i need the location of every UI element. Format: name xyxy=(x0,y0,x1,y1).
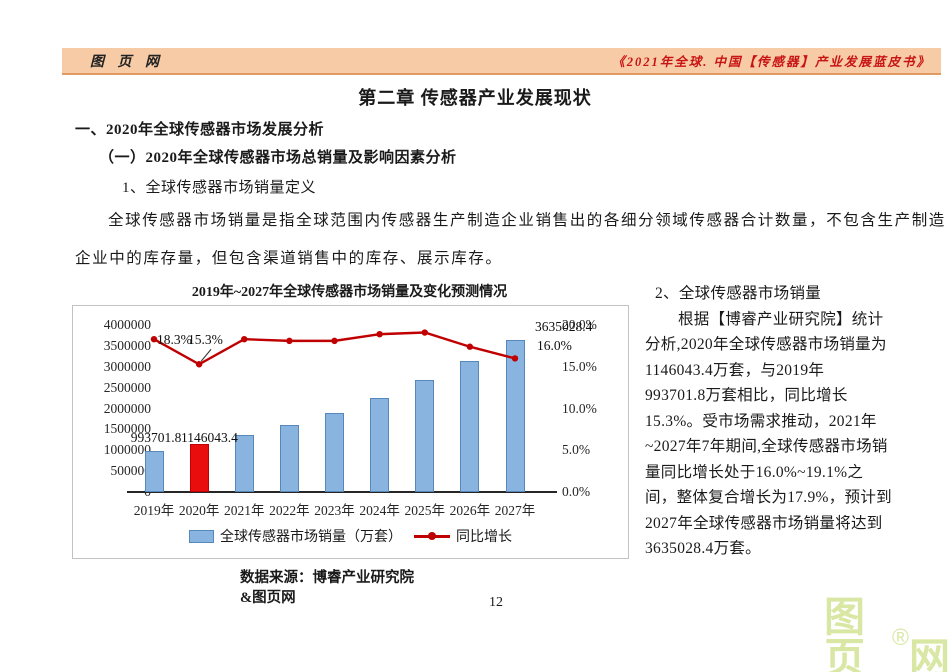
site-logo-text: 图 页 网 xyxy=(90,54,164,70)
y-axis-tick-label: 500000 xyxy=(110,463,152,479)
bar-2021年 xyxy=(234,435,254,492)
legend-bar-swatch-icon xyxy=(189,529,214,543)
y-axis-tick-label: 3000000 xyxy=(103,358,151,374)
x-axis-category-label: 2024年 xyxy=(359,503,400,518)
legend-line-marker-icon xyxy=(414,532,450,540)
chart-title: 2019年~2027年全球传感器市场销量及变化预测情况 xyxy=(191,285,508,300)
x-axis-line xyxy=(127,491,557,493)
bar-2022年 xyxy=(279,425,299,492)
section-heading-1: 一、2020年全球传感器市场发展分析 xyxy=(75,122,325,138)
chart-legend: 全球传感器市场销量（万套） 同比增长 xyxy=(73,526,628,546)
x-axis-category-label: 2025年 xyxy=(404,503,446,518)
legend-label-growth: 同比增长 xyxy=(456,530,512,545)
right-column-line: 993701.8万套相比，同比增长 xyxy=(645,387,848,404)
secondary-axis-tick-label: 0.0% xyxy=(562,484,591,499)
y-axis-tick-label: 3500000 xyxy=(103,337,151,353)
bar-2023年 xyxy=(325,413,344,492)
watermark-logo: 图页 ® 网 xyxy=(824,597,950,672)
data-source-note: 数据来源：博睿产业研究院 &图页网 xyxy=(240,569,414,608)
watermark-text-left: 图页 xyxy=(824,594,865,672)
bar-2019年 xyxy=(144,450,164,492)
x-axis-category-label: 2023年 xyxy=(314,503,355,518)
data-source-line-2: &图页网 xyxy=(240,589,296,606)
right-column-line: 3635028.4万套。 xyxy=(645,540,761,557)
secondary-axis-tick-label: 5.0% xyxy=(562,442,591,458)
x-axis-category-label: 2026年 xyxy=(449,503,491,518)
bar-2027年 xyxy=(505,340,525,492)
right-text-column: 2、全球传感器市场销量 根据【博睿产业研究院】统计 分析,2020年全球传感器市… xyxy=(645,281,945,562)
page-number: 12 xyxy=(489,595,503,610)
legend-item-growth: 同比增长 xyxy=(414,526,512,546)
right-column-line: ~2027年7年期间,全球传感器市场销 xyxy=(645,438,888,455)
section-heading-3: 1、全球传感器市场销量定义 xyxy=(122,180,317,196)
right-column-line: 分析,2020年全球传感器市场销量为 xyxy=(645,336,887,353)
bar-value-label-2027: 3635028.4 xyxy=(535,319,593,334)
right-column-line: 2027年全球传感器市场销量将达到 xyxy=(645,514,883,532)
registered-trademark-icon: ® xyxy=(892,624,909,650)
y-axis-tick-label: 4000000 xyxy=(103,317,151,332)
x-axis-category-label: 2022年 xyxy=(269,503,310,518)
data-source-line-1: 数据来源：博睿产业研究院 xyxy=(240,570,414,586)
body-paragraph-line-2: 企业中的库存量，但包含渠道销售中的库存、展示库存。 xyxy=(75,250,503,267)
right-column-heading: 2、全球传感器市场销量 xyxy=(655,285,822,302)
y-axis-tick-label: 2000000 xyxy=(103,400,151,416)
right-column-line: 间，整体复合增长为17.9%，预计到 xyxy=(645,489,892,506)
growth-label-2027: 16.0% xyxy=(537,338,572,354)
growth-label-2020: 15.3% xyxy=(188,332,223,348)
watermark-text-right: 网 xyxy=(909,635,950,672)
right-column-line: 量同比增长处于16.0%~19.1%之 xyxy=(645,463,864,481)
x-axis-category-label: 2021年 xyxy=(224,503,265,518)
x-axis-category-label: 2020年 xyxy=(178,503,220,518)
legend-item-sales: 全球传感器市场销量（万套） xyxy=(189,526,402,546)
page-header-bar: 图 页 网 《2021年全球. 中国【传感器】产业发展蓝皮书》 xyxy=(62,48,941,75)
bar-2026年 xyxy=(460,360,480,492)
body-paragraph-line-1: 全球传感器市场销量是指全球范围内传感器生产制造企业销售出的各细分领域传感器合计数… xyxy=(108,212,946,229)
secondary-axis-tick-label: 10.0% xyxy=(562,400,597,416)
bar-2020年 xyxy=(189,444,209,492)
right-column-line: 1146043.4万套，与2019年 xyxy=(645,361,825,379)
growth-label-2019: 18.3% xyxy=(157,332,192,348)
bar-2024年 xyxy=(370,398,390,492)
y-axis-tick-label: 1500000 xyxy=(103,421,151,437)
sales-forecast-chart: 4000000 3500000 3000000 2500000 2000000 15000… xyxy=(72,305,629,559)
right-column-line: 15.3%。受市场需求推动，2021年 xyxy=(645,412,877,430)
bar-value-label-2019: 993701.8 xyxy=(130,430,182,445)
y-axis-tick-label: 1000000 xyxy=(103,442,151,458)
x-axis-category-label: 2019年 xyxy=(133,503,175,518)
secondary-axis-tick-label: 20.0% xyxy=(562,317,597,332)
legend-label-sales: 全球传感器市场销量（万套） xyxy=(220,530,402,545)
secondary-axis-tick-label: 15.0% xyxy=(562,358,597,374)
chapter-title: 第二章 传感器产业发展现状 xyxy=(358,88,592,108)
y-axis-tick-label: 2500000 xyxy=(103,379,151,395)
book-title: 《2021年全球. 中国【传感器】产业发展蓝皮书》 xyxy=(612,55,931,69)
x-axis-category-label: 2027年 xyxy=(494,503,536,518)
bar-2025年 xyxy=(415,380,435,492)
right-column-line: 根据【博睿产业研究院】统计 xyxy=(678,310,884,328)
bar-value-label-2020: 1146043.4 xyxy=(180,430,238,445)
section-heading-2: （一）2020年全球传感器市场总销量及影响因素分析 xyxy=(99,150,457,166)
